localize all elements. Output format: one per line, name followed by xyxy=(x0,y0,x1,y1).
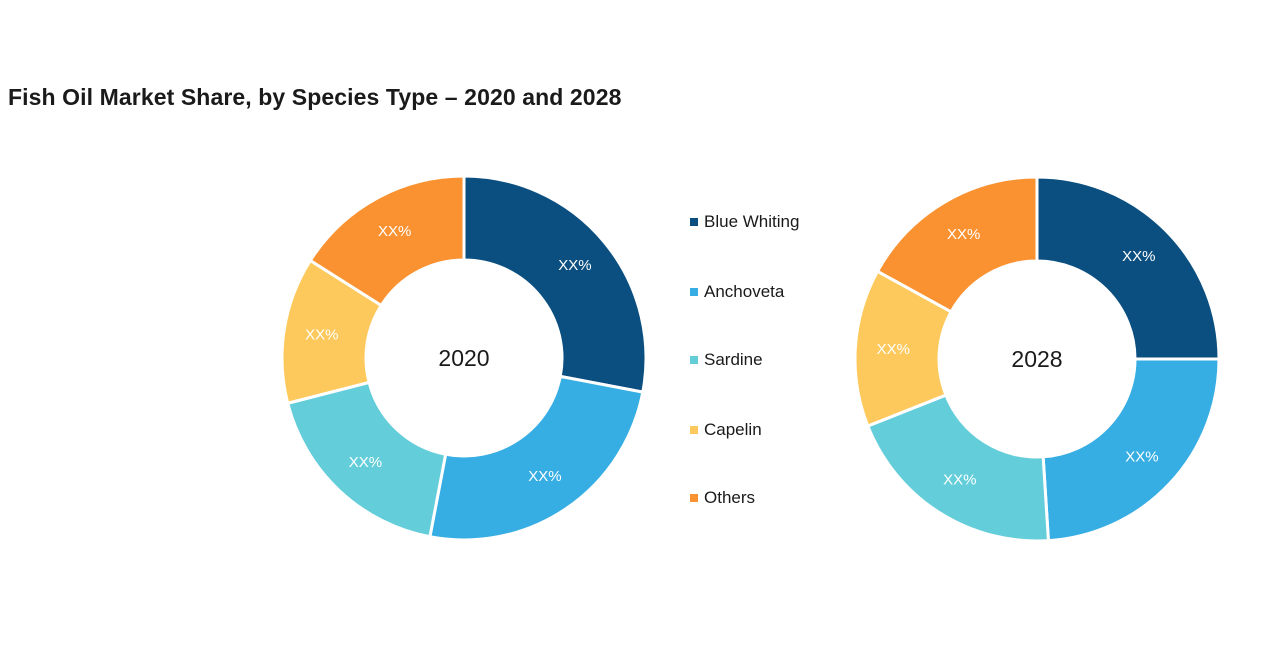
slice-label-blue-whiting-2028: XX% xyxy=(1122,248,1155,265)
legend-label: Capelin xyxy=(704,420,762,439)
slice-others-2020 xyxy=(308,174,466,308)
center-label-2028: 2028 xyxy=(1011,346,1062,372)
slice-label-others-2020: XX% xyxy=(378,223,411,240)
slice-label-anchoveta-2020: XX% xyxy=(528,468,561,485)
slice-sardine-2028 xyxy=(865,393,1051,543)
legend-swatch-capelin xyxy=(690,426,698,434)
center-label-2020: 2020 xyxy=(438,345,489,371)
legend-swatch-blue-whiting xyxy=(690,218,698,226)
legend-label: Others xyxy=(704,488,756,507)
legend-item-capelin: Capelin xyxy=(690,418,762,442)
slice-label-others-2028: XX% xyxy=(947,226,980,243)
legend-swatch-anchoveta xyxy=(690,288,698,296)
legend-item-others: Others xyxy=(690,486,755,510)
slice-label-sardine-2020: XX% xyxy=(349,454,382,471)
slice-label-blue-whiting-2020: XX% xyxy=(558,257,591,274)
legend-item-blue-whiting: Blue Whiting xyxy=(690,210,799,234)
slice-blue-whiting-2020 xyxy=(462,174,648,394)
legend-item-anchoveta: Anchoveta xyxy=(690,280,784,304)
slice-sardine-2020 xyxy=(285,380,448,539)
chart-title: Fish Oil Market Share, by Species Type –… xyxy=(8,84,622,110)
slice-anchoveta-2020 xyxy=(428,374,645,542)
legend-swatch-others xyxy=(690,494,698,502)
slice-label-capelin-2028: XX% xyxy=(877,341,910,358)
slice-blue-whiting-2028 xyxy=(1035,175,1221,361)
slice-label-anchoveta-2028: XX% xyxy=(1125,449,1158,466)
slice-label-sardine-2028: XX% xyxy=(943,472,976,489)
slice-label-capelin-2020: XX% xyxy=(305,326,338,343)
slice-others-2028 xyxy=(875,175,1039,314)
donut-chart-2020: XX% XX% XX% XX% XX% 2020 xyxy=(280,174,648,542)
legend-item-sardine: Sardine xyxy=(690,348,763,372)
slice-anchoveta-2028 xyxy=(1041,357,1221,543)
legend-swatch-sardine xyxy=(690,356,698,364)
legend-label: Blue Whiting xyxy=(704,212,800,231)
legend-label: Sardine xyxy=(704,350,763,369)
legend-label: Anchoveta xyxy=(704,282,785,301)
donut-chart-2028: XX% XX% XX% XX% XX% 2028 xyxy=(853,175,1221,543)
